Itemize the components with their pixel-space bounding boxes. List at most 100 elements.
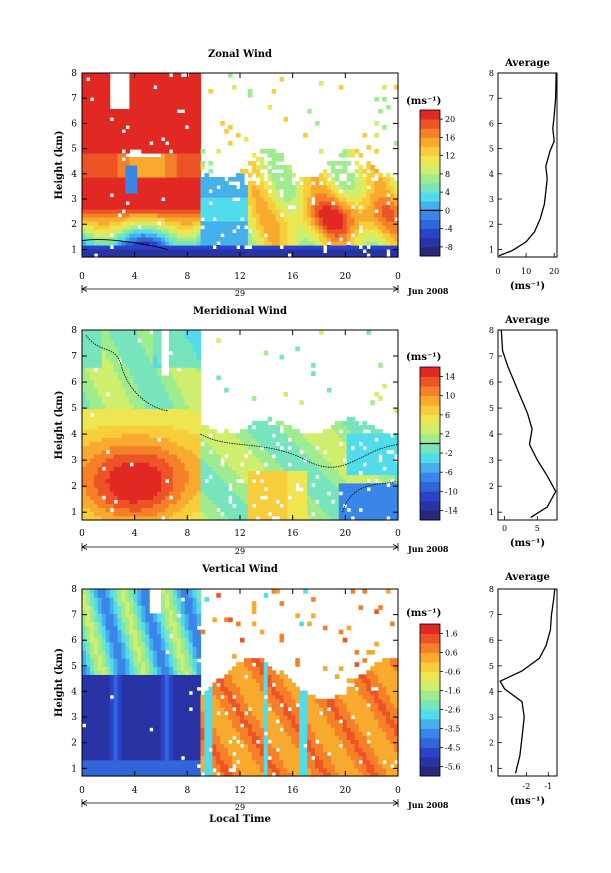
heatmap-cell	[164, 245, 170, 250]
heatmap-cell	[192, 241, 198, 246]
heatmap-cell	[196, 161, 202, 166]
heatmap-cell	[382, 441, 387, 447]
heatmap-cell	[184, 503, 190, 509]
heatmap-cell	[180, 495, 186, 500]
heatmap-cell	[105, 507, 111, 513]
heatmap-cell	[354, 241, 360, 246]
heatmap-cell	[85, 416, 91, 422]
heatmap-cell	[85, 503, 91, 509]
heatmap-cell	[164, 412, 170, 418]
heatmap-cell	[283, 221, 288, 226]
heatmap-cell	[220, 229, 225, 234]
heatmap-cell	[184, 466, 190, 472]
heatmap-cell	[164, 105, 170, 110]
heatmap-cell	[342, 437, 348, 443]
heatmap-cell	[374, 511, 379, 517]
heatmap-cell	[109, 129, 115, 134]
heatmap-cell	[97, 157, 103, 162]
heatmap-cell	[89, 425, 95, 430]
heatmap-cell	[196, 245, 202, 250]
heatmap-cell	[196, 217, 202, 222]
heatmap-cell	[133, 437, 138, 443]
heatmap-cell	[350, 482, 356, 488]
heatmap-cell	[382, 503, 387, 509]
heatmap-cell	[212, 221, 217, 226]
heatmap-cell	[117, 149, 123, 154]
heatmap-cell	[89, 253, 95, 258]
heatmap-cell	[164, 209, 170, 214]
heatmap-cell	[271, 466, 277, 472]
heatmap-cell	[390, 462, 395, 467]
heatmap-cell	[184, 482, 190, 488]
heatmap-cell	[362, 495, 367, 500]
heatmap-cell	[113, 441, 119, 447]
heatmap-cell	[184, 486, 190, 492]
heatmap-cell	[117, 237, 123, 242]
heatmap-cell	[172, 249, 178, 254]
heatmap-cell	[192, 449, 198, 455]
heatmap-cell	[279, 482, 285, 488]
heatmap-cell	[271, 253, 277, 258]
heatmap-cell	[291, 249, 296, 254]
heatmap-cell	[322, 189, 328, 194]
heatmap-cell	[263, 482, 269, 488]
heatmap-cell	[117, 507, 123, 513]
heatmap-cell	[204, 482, 209, 488]
heatmap-cell	[161, 482, 166, 488]
heatmap-cell	[196, 515, 202, 521]
heatmap-cell	[161, 145, 166, 150]
heatmap-cell	[366, 217, 371, 222]
heatmap-cell	[342, 161, 348, 166]
heatmap-cell	[121, 338, 127, 343]
heatmap-cell	[247, 253, 253, 258]
heatmap-cell	[382, 97, 387, 102]
heatmap-cell	[267, 458, 273, 463]
colorbar-tick-label: 10	[445, 392, 455, 401]
heatmap-cell	[188, 145, 194, 150]
heatmap-cell	[161, 181, 166, 186]
heatmap-cell	[89, 121, 95, 126]
heatmap-cell	[85, 437, 91, 443]
heatmap-cell	[192, 209, 198, 214]
heatmap-cell	[330, 495, 336, 500]
heatmap-cell	[172, 379, 178, 385]
heatmap-cell	[295, 225, 300, 230]
heatmap-cell	[326, 387, 332, 393]
heatmap-cell	[153, 217, 158, 222]
heatmap-cell	[184, 396, 190, 401]
heatmap-cell	[267, 225, 273, 230]
heatmap-cell	[240, 491, 245, 496]
heatmap-cell	[188, 129, 194, 134]
heatmap-cell	[93, 499, 99, 505]
heatmap-cell	[129, 237, 134, 242]
profile-x-tick-label: 0	[495, 267, 500, 276]
heatmap-cell	[370, 425, 375, 430]
heatmap-cell	[97, 350, 103, 356]
heatmap-cell	[212, 237, 217, 242]
heatmap-cell	[149, 245, 154, 250]
heatmap-cell	[141, 466, 146, 472]
heatmap-cell	[129, 117, 134, 122]
heatmap-cell	[109, 133, 115, 138]
heatmap-cell	[176, 478, 182, 484]
heatmap-cell	[121, 249, 127, 254]
heatmap-cell	[93, 338, 99, 343]
heatmap-cell	[117, 169, 123, 174]
heatmap-cell	[161, 474, 166, 480]
heatmap-cell	[326, 205, 332, 210]
heatmap-cell	[208, 437, 213, 443]
heatmap-cell	[125, 507, 130, 513]
heatmap-cell	[196, 338, 202, 343]
heatmap-cell	[117, 437, 123, 443]
heatmap-cell	[164, 85, 170, 90]
heatmap-cell	[85, 470, 91, 476]
heatmap-cell	[180, 449, 186, 455]
heatmap-cell	[188, 157, 194, 162]
heatmap-cell	[168, 241, 174, 246]
heatmap-cell	[220, 237, 225, 242]
heatmap-cell	[105, 157, 111, 162]
heatmap-cell	[374, 169, 379, 174]
heatmap-cell	[137, 391, 142, 397]
heatmap-cell	[161, 125, 166, 130]
heatmap-cell	[145, 141, 150, 146]
